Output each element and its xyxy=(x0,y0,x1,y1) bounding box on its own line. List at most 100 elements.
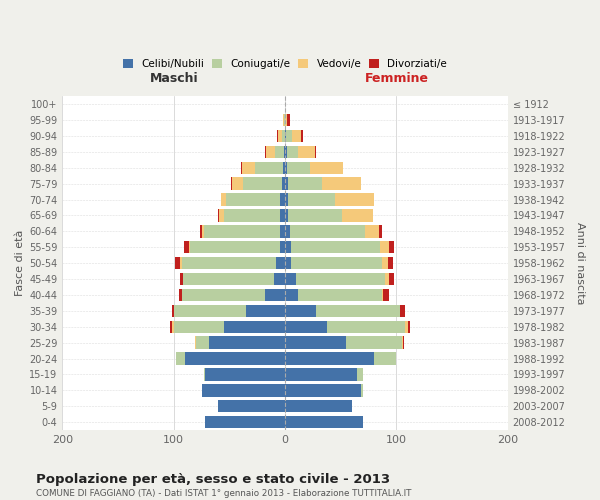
Bar xyxy=(380,241,389,254)
Text: Maschi: Maschi xyxy=(149,72,198,85)
Bar xyxy=(179,289,182,301)
Bar xyxy=(286,130,292,142)
Bar xyxy=(400,304,406,317)
Bar xyxy=(202,384,285,396)
Bar xyxy=(274,273,285,285)
Bar xyxy=(289,194,335,206)
Bar xyxy=(374,352,397,365)
Bar xyxy=(282,178,285,190)
Bar xyxy=(176,352,185,365)
Bar xyxy=(232,178,243,190)
Bar xyxy=(285,416,363,428)
Bar xyxy=(185,352,285,365)
Bar xyxy=(280,225,285,237)
Bar xyxy=(224,320,285,333)
Bar xyxy=(265,146,266,158)
Bar xyxy=(285,273,296,285)
Bar xyxy=(285,241,290,254)
Bar xyxy=(246,304,285,317)
Bar xyxy=(284,114,285,126)
Bar xyxy=(278,130,282,142)
Bar xyxy=(285,336,346,349)
Bar xyxy=(285,320,328,333)
Bar xyxy=(285,368,358,380)
Bar xyxy=(275,146,284,158)
Bar xyxy=(218,400,285,412)
Bar xyxy=(170,320,172,333)
Bar xyxy=(205,416,285,428)
Bar xyxy=(255,162,283,174)
Bar xyxy=(195,336,196,349)
Bar xyxy=(266,146,275,158)
Bar xyxy=(290,257,382,270)
Bar xyxy=(209,336,285,349)
Bar xyxy=(280,194,285,206)
Bar xyxy=(241,162,242,174)
Bar xyxy=(283,114,284,126)
Bar xyxy=(221,194,226,206)
Bar xyxy=(172,304,174,317)
Bar xyxy=(277,130,278,142)
Bar xyxy=(382,289,383,301)
Bar xyxy=(220,210,224,222)
Bar xyxy=(285,289,298,301)
Bar xyxy=(181,273,182,285)
Bar xyxy=(285,304,316,317)
Text: Femmine: Femmine xyxy=(364,72,428,85)
Bar xyxy=(285,352,374,365)
Bar xyxy=(310,162,343,174)
Bar xyxy=(282,130,285,142)
Y-axis label: Anni di nascita: Anni di nascita xyxy=(575,222,585,304)
Bar xyxy=(389,273,394,285)
Bar xyxy=(407,320,410,333)
Bar xyxy=(182,257,276,270)
Bar xyxy=(342,210,373,222)
Bar xyxy=(196,336,209,349)
Bar xyxy=(284,146,285,158)
Bar xyxy=(365,225,379,237)
Bar xyxy=(285,384,361,396)
Bar xyxy=(296,273,385,285)
Bar xyxy=(285,194,289,206)
Bar xyxy=(285,114,287,126)
Bar xyxy=(285,178,289,190)
Bar xyxy=(204,368,205,380)
Bar xyxy=(346,336,402,349)
Text: Popolazione per età, sesso e stato civile - 2013: Popolazione per età, sesso e stato civil… xyxy=(36,472,390,486)
Bar xyxy=(389,241,394,254)
Bar xyxy=(280,210,285,222)
Bar xyxy=(382,257,388,270)
Bar xyxy=(205,368,285,380)
Bar xyxy=(289,178,322,190)
Bar xyxy=(285,225,290,237)
Bar xyxy=(285,257,290,270)
Bar xyxy=(290,225,365,237)
Text: COMUNE DI FAGGIANO (TA) - Dati ISTAT 1° gennaio 2013 - Elaborazione TUTTITALIA.I: COMUNE DI FAGGIANO (TA) - Dati ISTAT 1° … xyxy=(36,489,412,498)
Bar xyxy=(283,162,285,174)
Bar xyxy=(361,384,363,396)
Bar xyxy=(265,289,285,301)
Bar xyxy=(379,225,382,237)
Bar xyxy=(200,225,202,237)
Bar xyxy=(174,304,246,317)
Bar xyxy=(285,146,287,158)
Bar xyxy=(202,225,204,237)
Bar xyxy=(181,257,182,270)
Bar xyxy=(242,162,255,174)
Bar xyxy=(175,257,181,270)
Bar xyxy=(335,194,374,206)
Bar xyxy=(383,289,389,301)
Bar xyxy=(292,130,301,142)
Bar xyxy=(287,114,290,126)
Bar xyxy=(280,241,285,254)
Bar xyxy=(316,304,400,317)
Bar xyxy=(315,146,316,158)
Bar xyxy=(403,336,404,349)
Bar xyxy=(285,130,286,142)
Bar xyxy=(388,257,393,270)
Bar xyxy=(406,320,407,333)
Bar xyxy=(290,241,380,254)
Bar xyxy=(285,162,287,174)
Bar xyxy=(172,320,174,333)
Bar xyxy=(402,336,403,349)
